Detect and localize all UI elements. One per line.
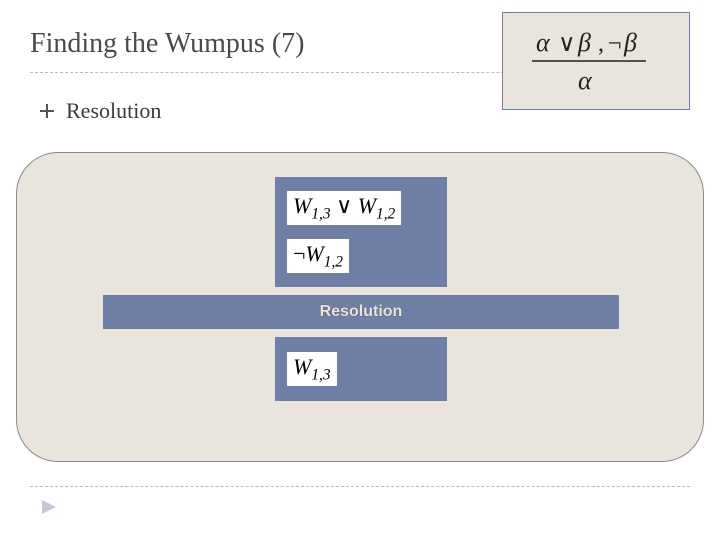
divider-bottom [30,486,690,487]
w13-w: W [293,193,311,218]
next-arrow-icon[interactable] [40,498,58,516]
negw12-sub: 1,2 [324,253,343,270]
bullet-item: Resolution [40,98,161,124]
conclusion-box: W1,3 [275,337,447,401]
comma-symbol: , [598,31,604,57]
w13-sub: 1,3 [311,205,330,222]
slide: Finding the Wumpus (7) α ∨ β , ¬ β α Res… [0,0,720,540]
alpha-conclusion: α [578,66,593,95]
or-symbol: ∨ [558,31,576,57]
alpha-symbol: α [536,28,551,57]
negw12-w: W [305,241,323,266]
w12-sub: 1,2 [376,205,395,222]
premise-line-2: ¬W1,2 [287,239,349,273]
resolution-bar: Resolution [103,295,619,329]
conclusion-w: W [293,354,311,379]
inference-rule-box: α ∨ β , ¬ β α [502,12,690,110]
beta-symbol: β [577,28,591,57]
premise-or: ∨ [336,193,352,218]
bullet-icon [40,104,54,118]
resolution-rule-formula: α ∨ β , ¬ β α [516,21,676,101]
w12-w: W [358,193,376,218]
beta2-symbol: β [623,28,637,57]
conclusion-line: W1,3 [287,352,337,386]
premise-neg: ¬ [293,241,305,266]
content-panel: W1,3 ∨ W1,2 ¬W1,2 Resolution W1,3 [16,152,704,462]
premise-line-1: W1,3 ∨ W1,2 [287,191,401,225]
conclusion-sub: 1,3 [311,366,330,383]
neg-symbol: ¬ [608,31,622,57]
page-title: Finding the Wumpus (7) [30,28,304,60]
resolution-bar-label: Resolution [320,303,403,321]
bullet-text: Resolution [66,98,161,124]
premises-box: W1,3 ∨ W1,2 ¬W1,2 [275,177,447,287]
